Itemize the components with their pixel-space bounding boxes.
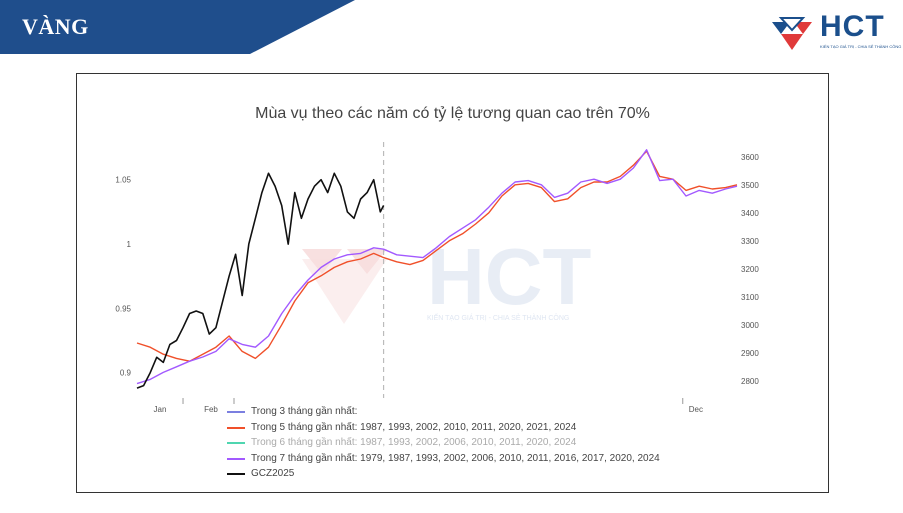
y-right-tick-label: 3500 bbox=[741, 181, 759, 190]
y-right-tick-label: 3400 bbox=[741, 209, 759, 218]
y-left-tick-label: 1.05 bbox=[115, 176, 131, 185]
y-right-tick-label: 2900 bbox=[741, 349, 759, 358]
page-title: VÀNG bbox=[22, 14, 89, 39]
chart-title: Mùa vụ theo các năm có tỷ lệ tương quan … bbox=[255, 105, 650, 122]
legend-item[interactable]: GCZ2025 bbox=[225, 466, 660, 482]
header-banner bbox=[0, 0, 355, 54]
legend-swatch bbox=[227, 457, 245, 460]
watermark-tagline: KIẾN TẠO GIÁ TRỊ - CHIA SẺ THÀNH CÔNG bbox=[427, 312, 569, 322]
legend-swatch bbox=[227, 442, 245, 444]
legend-item[interactable]: Trong 6 tháng gần nhất: 1987, 1993, 2002… bbox=[225, 435, 660, 451]
series-line bbox=[136, 149, 738, 385]
chart-frame: Mùa vụ theo các năm có tỷ lệ tương quan … bbox=[76, 73, 829, 493]
hct-logo: HCT KIẾN TẠO GIÁ TRỊ - CHIA SẺ THÀNH CÔN… bbox=[768, 10, 901, 52]
y-left-tick-label: 0.95 bbox=[115, 304, 131, 313]
legend-item[interactable]: Trong 7 tháng gần nhất: 1979, 1987, 1993… bbox=[225, 451, 660, 467]
legend-item[interactable]: Trong 3 tháng gần nhất: bbox=[225, 404, 660, 420]
legend-swatch bbox=[227, 411, 245, 413]
x-tick-label: Feb bbox=[204, 405, 218, 414]
y-right-tick-label: 3600 bbox=[741, 153, 759, 162]
x-tick-label: Dec bbox=[689, 405, 703, 414]
legend-label: Trong 3 tháng gần nhất: bbox=[251, 406, 358, 417]
legend-label: Trong 6 tháng gần nhất: 1987, 1993, 2002… bbox=[251, 437, 577, 448]
legend-item[interactable]: Trong 5 tháng gần nhất: 1987, 1993, 2002… bbox=[225, 420, 660, 436]
logo-text: HCT bbox=[820, 10, 885, 43]
watermark-text: HCT bbox=[427, 232, 592, 321]
y-left-tick-label: 1 bbox=[127, 240, 132, 249]
x-tick-label: Jan bbox=[154, 405, 167, 414]
y-left-tick-label: 0.9 bbox=[120, 369, 132, 378]
y-right-tick-label: 3100 bbox=[741, 293, 759, 302]
series-line bbox=[136, 172, 385, 389]
chart-legend: Trong 3 tháng gần nhất: Trong 5 tháng gần… bbox=[225, 404, 660, 482]
legend-swatch bbox=[227, 426, 245, 429]
y-right-tick-label: 3200 bbox=[741, 265, 759, 274]
banner-shape bbox=[0, 0, 355, 54]
logo-tagline: KIẾN TẠO GIÁ TRỊ - CHIA SẺ THÀNH CÔNG bbox=[820, 44, 902, 49]
legend-label: Trong 7 tháng gần nhất: 1979, 1987, 1993… bbox=[251, 452, 660, 464]
y-right-tick-label: 3300 bbox=[741, 237, 759, 246]
y-right-tick-label: 3000 bbox=[741, 321, 759, 330]
hct-logo-icon bbox=[772, 17, 812, 50]
legend-swatch bbox=[227, 473, 245, 475]
y-right-tick-label: 2800 bbox=[741, 377, 759, 386]
legend-label: GCZ2025 bbox=[251, 468, 295, 479]
series-line bbox=[136, 150, 738, 362]
legend-label: Trong 5 tháng gần nhất: 1987, 1993, 2002… bbox=[251, 421, 577, 433]
